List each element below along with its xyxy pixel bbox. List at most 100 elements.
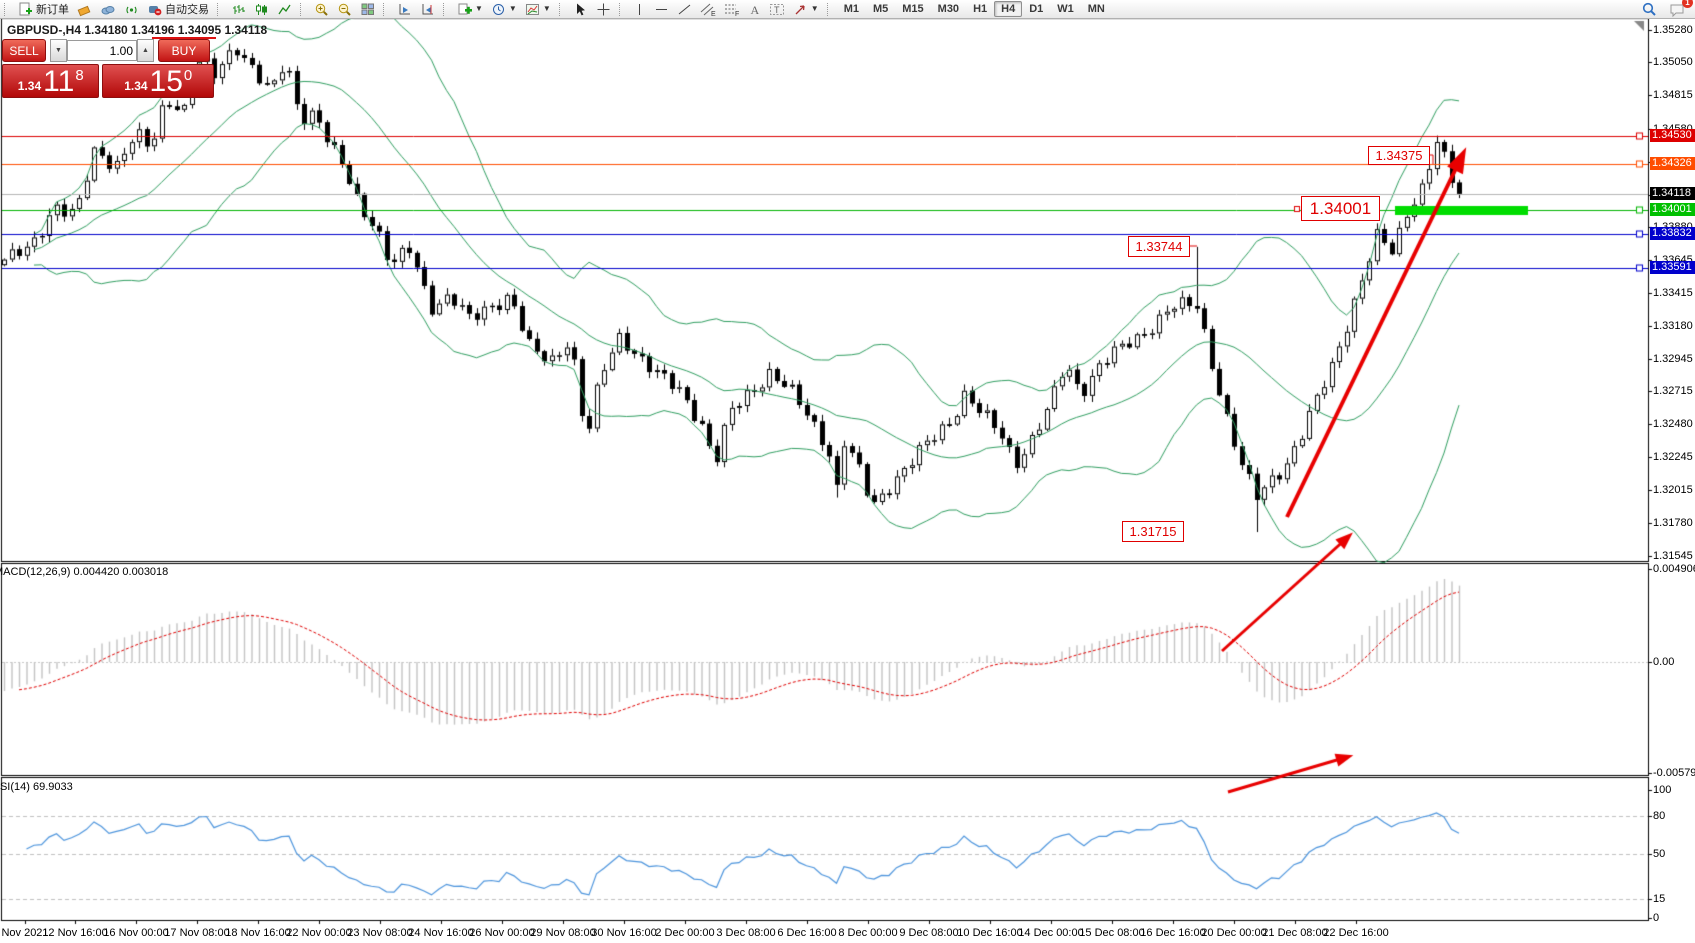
price-annotation[interactable]: 1.34001 (1301, 196, 1380, 221)
toolbar-grip[interactable] (4, 2, 11, 16)
text-button[interactable]: A (744, 0, 765, 18)
toolbar-grip[interactable] (383, 2, 390, 16)
timeframe-h1[interactable]: H1 (973, 3, 988, 15)
chat-button[interactable]: 1 (1665, 0, 1693, 18)
zoom-in-button[interactable] (310, 0, 333, 18)
time-axis-label: 12 Nov 16:00 (42, 927, 108, 939)
time-axis-label: 23 Nov 08:00 (347, 927, 413, 939)
toolbar-grip[interactable] (826, 2, 834, 16)
clock-icon (491, 2, 506, 17)
svg-text:E: E (711, 11, 716, 17)
candlestick-button[interactable] (250, 0, 273, 18)
timeframe-m30[interactable]: M30 (937, 3, 960, 15)
timeframe-d1[interactable]: D1 (1029, 3, 1044, 15)
price-annotation[interactable]: 1.33744 (1128, 236, 1190, 257)
signal-button[interactable] (120, 0, 143, 18)
time-axis-label: 9 Dec 08:00 (899, 927, 959, 939)
fibonacci-icon: F (724, 2, 740, 17)
zoom-out-button[interactable] (333, 0, 356, 18)
chart-title: GBPUSD-,H4 1.34180 1.34196 1.34095 1.341… (7, 23, 268, 37)
line-chart-button[interactable] (273, 0, 296, 18)
eraser-icon (77, 2, 92, 17)
buy-price-prefix: 1.34 (124, 79, 148, 93)
price-tag: 1.33591 (1650, 261, 1695, 274)
chevron-down-icon: ▼ (508, 4, 517, 13)
time-axis-label: 16 Dec 16:00 (1140, 927, 1206, 939)
auto-scroll-button[interactable] (393, 0, 416, 18)
volume-decrease-button[interactable]: ▼ (50, 39, 67, 62)
new-order-button[interactable]: 新订单 (14, 0, 73, 18)
autotrade-button[interactable]: 自动交易 (143, 0, 213, 18)
bar-chart-button[interactable] (227, 0, 250, 18)
price-tick-label: 1.33180 (1653, 320, 1693, 332)
rsi-tick-label: 100 (1653, 784, 1672, 796)
time-axis-label: 2 Dec 00:00 (655, 927, 715, 939)
timeframe-m15[interactable]: M15 (902, 3, 924, 15)
highlight-button[interactable] (73, 0, 96, 18)
volume-increase-button[interactable]: ▲ (137, 39, 154, 62)
timeframe-h4[interactable]: H4 (994, 1, 1023, 17)
toolbar-grip[interactable] (558, 2, 566, 16)
buy-price-display: 1.34 15 0 (102, 64, 214, 98)
buy-button[interactable]: BUY (158, 39, 210, 62)
time-axis-label: 22 Dec 16:00 (1323, 927, 1389, 939)
volume-input[interactable] (67, 40, 137, 61)
sell-button[interactable]: SELL (2, 39, 46, 62)
price-tag: 1.34326 (1650, 157, 1695, 170)
fibonacci-button[interactable]: F (720, 0, 744, 18)
timeframe-w1[interactable]: W1 (1057, 3, 1074, 15)
arrows-button[interactable]: ▼ (789, 0, 823, 18)
toolbar-grip[interactable] (217, 2, 224, 16)
period-button[interactable]: ▼ (487, 0, 521, 18)
price-tick-label: 1.33415 (1653, 287, 1693, 299)
template-button[interactable]: ▼ (521, 0, 555, 18)
timeframe-m1[interactable]: M1 (843, 3, 859, 15)
rsi-label: RSI(14) 69.9033 (0, 781, 73, 793)
horizontal-line-button[interactable] (650, 0, 673, 18)
price-annotation[interactable]: 1.34375 (1368, 146, 1430, 165)
cloud-button[interactable] (96, 0, 120, 18)
crosshair-button[interactable] (592, 0, 615, 18)
toolbar-grip[interactable] (618, 2, 626, 16)
text-label-icon: T (769, 2, 785, 17)
cursor-icon (573, 2, 588, 17)
cloud-icon (100, 2, 116, 17)
channel-button[interactable]: E (696, 0, 720, 18)
rsi-tick-label: 80 (1653, 810, 1666, 822)
text-label-button[interactable]: T (765, 0, 789, 18)
chart-shift-icon (420, 2, 435, 17)
time-axis-label: 10 Dec 16:00 (957, 927, 1023, 939)
toolbar-grip[interactable] (443, 2, 450, 16)
price-tick-label: 1.32015 (1653, 484, 1693, 496)
chart-shift-button[interactable] (416, 0, 439, 18)
toolbar-grip[interactable] (300, 2, 307, 16)
price-tick-label: 1.31545 (1653, 550, 1693, 562)
time-axis-label: 22 Nov 00:00 (286, 927, 352, 939)
buy-price-main: 15 (149, 65, 183, 98)
zoom-out-icon (337, 2, 352, 17)
channel-icon: E (700, 2, 716, 17)
time-axis-label: 17 Nov 08:00 (164, 927, 230, 939)
price-annotation[interactable]: 1.31715 (1122, 521, 1184, 542)
time-axis-label: 16 Nov 00:00 (103, 927, 169, 939)
trendline-button[interactable] (673, 0, 696, 18)
template-icon (525, 2, 540, 17)
add-indicator-button[interactable]: ▼ (453, 0, 487, 18)
time-axis-label: Nov 2021 (1, 927, 49, 939)
rsi-tick-label: 15 (1653, 893, 1666, 905)
buy-price-sup: 0 (183, 67, 193, 84)
chat-badge: 1 (1682, 0, 1693, 8)
search-button[interactable] (1637, 0, 1661, 18)
vertical-line-button[interactable] (629, 0, 650, 18)
timeframe-mn[interactable]: MN (1087, 3, 1105, 15)
cursor-button[interactable] (569, 0, 592, 18)
price-tag: 1.34001 (1650, 203, 1695, 216)
price-tick-label: 1.35280 (1653, 24, 1693, 36)
tile-windows-button[interactable] (356, 0, 379, 18)
timeframe-m5[interactable]: M5 (872, 3, 889, 15)
add-indicator-icon (457, 2, 472, 17)
time-axis-label: 14 Dec 00:00 (1018, 927, 1084, 939)
timeframe-bar: M1 M5 M15 M30 H1 H4 D1 W1 MN (837, 1, 1112, 17)
